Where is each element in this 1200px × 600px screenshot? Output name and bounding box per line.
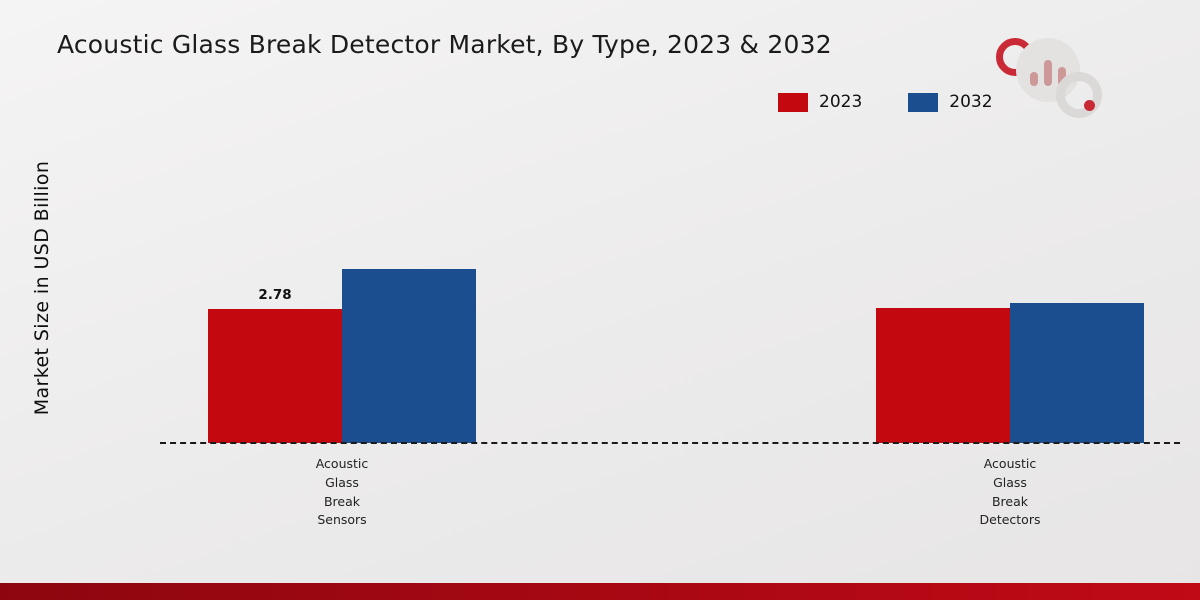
bar-value-label: 2.78: [258, 287, 292, 303]
chart-title: Acoustic Glass Break Detector Market, By…: [57, 30, 832, 59]
bar-2023: 2.78: [208, 287, 342, 443]
category-label: Acoustic Glass Break Sensors: [315, 456, 369, 528]
logo-bar-icon: [1030, 72, 1038, 86]
category-label: Acoustic Glass Break Detectors: [979, 456, 1041, 528]
legend-label: 2023: [819, 92, 863, 112]
bar-group: 2.78 Acoustic Glass Break Sensors: [208, 269, 476, 527]
bar-2032: [1010, 303, 1144, 443]
bar-2032: [342, 269, 476, 443]
bar-group: Acoustic Glass Break Detectors: [876, 303, 1144, 527]
logo-bar-icon: [1044, 60, 1052, 86]
legend-swatch-icon: [778, 92, 808, 112]
legend-item-2032: 2032: [908, 92, 993, 112]
plot-area: 2.78 Acoustic Glass Break Sensors Acoustic Gla…: [160, 153, 1180, 527]
logo-dot-icon: [1084, 100, 1095, 111]
logo-lens-icon: [1056, 72, 1102, 118]
x-axis-baseline: [160, 442, 1180, 444]
logo-bar-icon: [1058, 67, 1066, 86]
bar-2023: [876, 308, 1010, 443]
logo-watermark: [992, 30, 1102, 122]
footer-accent-bar: [0, 583, 1200, 600]
legend-label: 2032: [949, 92, 993, 112]
legend: 2023 2032: [778, 92, 993, 112]
legend-item-2023: 2023: [778, 92, 862, 112]
legend-swatch-icon: [908, 92, 939, 112]
y-axis-label: Market Size in USD Billion: [31, 160, 53, 416]
